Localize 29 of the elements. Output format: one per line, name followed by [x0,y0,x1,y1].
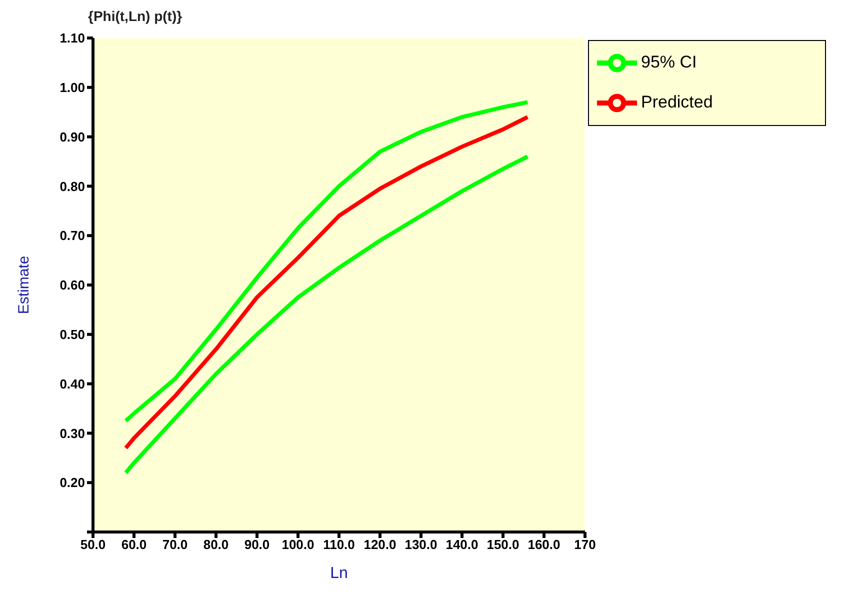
legend-label: 95% CI [641,52,697,72]
x-tick-label: 60.0 [121,537,147,552]
y-tick-label: 0.50 [60,327,85,342]
x-axis-title: Ln [330,565,348,582]
x-tick-label: 110.0 [323,537,355,552]
x-tick-label: 70.0 [162,537,188,552]
y-tick-label: 0.60 [60,278,85,293]
x-tick-label: 120.0 [364,537,396,552]
legend-label: Predicted [641,92,713,112]
y-tick-label: 0.40 [60,376,85,392]
y-tick-label: 0.80 [60,178,85,194]
x-tick-label: 150.0 [486,537,520,552]
x-tick-label: 170 [574,537,596,552]
x-tick-label: 100.0 [282,537,314,552]
x-tick-label: 80.0 [203,537,229,552]
x-tick-label: 50.0 [80,537,106,552]
x-tick-label: 140.0 [446,537,478,552]
chart-title: {Phi(t,Ln) p(t)} [88,8,182,24]
y-tick-label: 1.10 [60,30,85,46]
y-tick-label: 1.00 [60,80,85,96]
y-axis-title: Estimate [15,256,32,314]
y-tick-label: 0.30 [60,426,85,441]
y-tick-label: 0.70 [60,228,85,244]
x-tick-label: 130.0 [404,537,438,552]
x-tick-label: 90.0 [244,537,270,552]
y-tick-label: 0.20 [60,475,85,490]
x-tick-label: 160.0 [528,537,560,552]
line-series [124,154,530,475]
y-tick-label: 0.90 [60,129,85,144]
